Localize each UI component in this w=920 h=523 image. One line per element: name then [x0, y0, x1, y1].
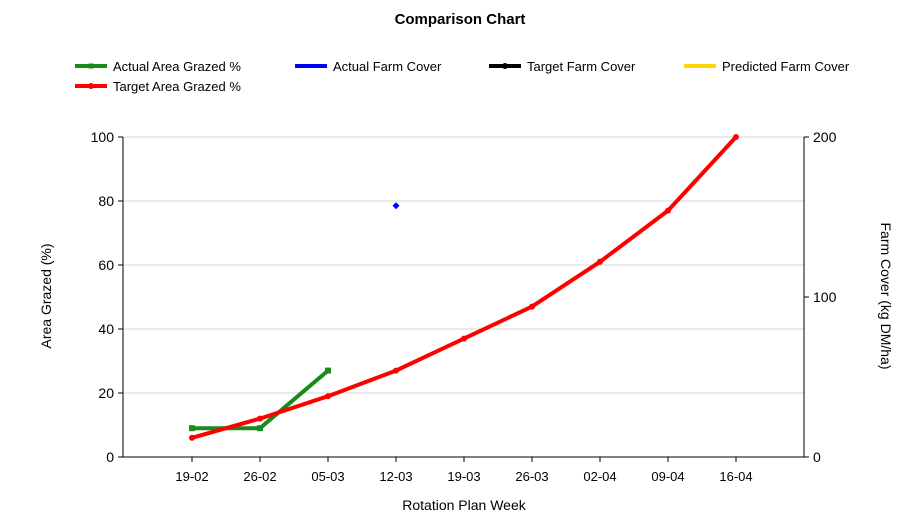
legend-marker-target-area-grazed	[88, 83, 94, 89]
y-tick-label-60: 60	[98, 257, 114, 273]
y2-tick-label-100: 100	[813, 289, 837, 305]
y2-tick-label-200: 200	[813, 129, 837, 145]
x-tick-label-05-03: 05-03	[311, 469, 344, 484]
point-target-area-grazed-19-02	[189, 434, 195, 441]
legend-item-actual-area-grazed[interactable]: Actual Area Grazed %	[75, 59, 241, 74]
axes	[118, 136, 809, 462]
point-target-area-grazed-12-03	[393, 367, 399, 374]
legend-label-target-area-grazed: Target Area Grazed %	[113, 79, 241, 94]
legend-item-target-area-grazed[interactable]: Target Area Grazed %	[75, 79, 241, 94]
y2-axis-title: Farm Cover (kg DM/ha)	[878, 222, 894, 369]
x-tick-label-19-03: 19-03	[447, 469, 480, 484]
x-tick-label-19-02: 19-02	[175, 469, 208, 484]
legend-item-predicted-farm-cover[interactable]: Predicted Farm Cover	[684, 59, 850, 74]
legend-label-actual-area-grazed: Actual Area Grazed %	[113, 59, 241, 74]
chart-title: Comparison Chart	[395, 11, 526, 28]
point-target-area-grazed-19-03	[461, 335, 467, 342]
point-target-area-grazed-26-02	[257, 415, 263, 422]
point-actual-area-grazed-05-03	[325, 367, 331, 374]
point-target-area-grazed-05-03	[325, 393, 331, 400]
x-tick-label-26-02: 26-02	[243, 469, 276, 484]
legend-item-target-farm-cover[interactable]: Target Farm Cover	[489, 59, 636, 74]
legend-marker-target-farm-cover	[502, 63, 508, 69]
point-actual-farm-cover-12-03	[392, 202, 400, 210]
y-tick-label-100: 100	[91, 129, 115, 145]
y-tick-label-0: 0	[106, 449, 114, 465]
point-target-area-grazed-09-04	[665, 207, 671, 214]
y-tick-label-80: 80	[98, 193, 114, 209]
x-axis-title: Rotation Plan Week	[402, 497, 526, 513]
x-tick-label-12-03: 12-03	[379, 469, 412, 484]
x-tick-label-26-03: 26-03	[515, 469, 548, 484]
plot-area	[189, 134, 739, 441]
legend-label-actual-farm-cover: Actual Farm Cover	[333, 59, 442, 74]
x-tick-label-16-04: 16-04	[719, 469, 752, 484]
tick-labels: 0 20 40 60 80 100 0 100 200 19-02 26-02 05-03 12-03 1…	[91, 129, 837, 484]
gridlines	[123, 136, 804, 394]
point-target-area-grazed-16-04	[733, 134, 739, 140]
x-tick-label-09-04: 09-04	[651, 469, 684, 484]
legend: Actual Area Grazed % Actual Farm Cover T…	[75, 59, 850, 94]
point-target-area-grazed-26-03	[529, 303, 535, 310]
y-tick-label-40: 40	[98, 321, 114, 337]
legend-marker-actual-area-grazed	[88, 63, 94, 69]
y2-tick-label-0: 0	[813, 449, 821, 465]
x-tick-label-02-04: 02-04	[583, 469, 616, 484]
legend-label-predicted-farm-cover: Predicted Farm Cover	[722, 59, 850, 74]
y-axis-title: Area Grazed (%)	[38, 243, 54, 348]
point-actual-area-grazed-26-02	[257, 425, 263, 432]
point-actual-area-grazed-19-02	[189, 425, 195, 432]
point-target-area-grazed-02-04	[597, 258, 603, 265]
legend-label-target-farm-cover: Target Farm Cover	[527, 59, 636, 74]
y-tick-label-20: 20	[98, 385, 114, 401]
legend-item-actual-farm-cover[interactable]: Actual Farm Cover	[295, 59, 442, 74]
